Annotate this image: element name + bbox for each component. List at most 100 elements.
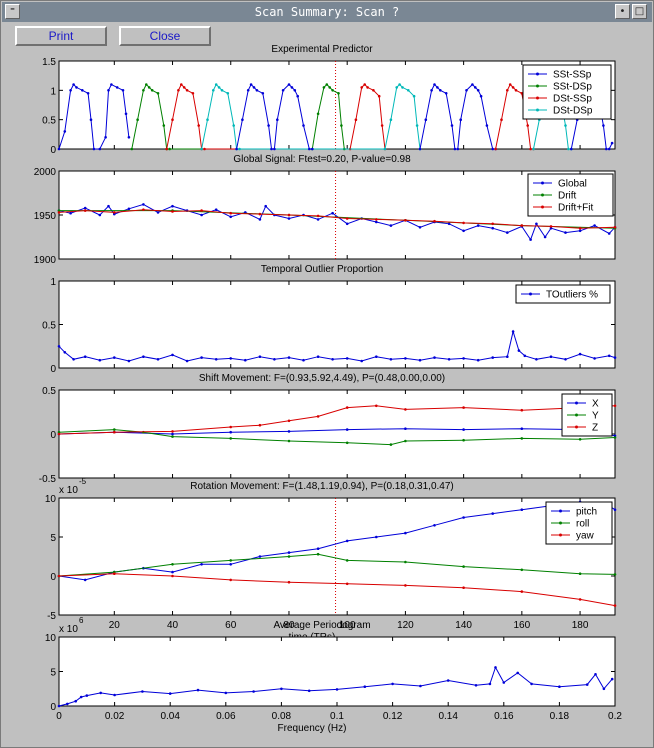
data-point bbox=[375, 218, 378, 221]
data-point bbox=[287, 439, 291, 443]
data-point bbox=[389, 118, 393, 121]
data-point bbox=[229, 211, 232, 215]
data-point bbox=[474, 86, 477, 89]
data-point bbox=[110, 83, 113, 86]
data-point bbox=[63, 130, 67, 133]
plot-area bbox=[58, 60, 616, 150]
data-point bbox=[430, 89, 433, 92]
legend-marker bbox=[536, 72, 539, 76]
data-point bbox=[75, 86, 78, 89]
legend-entry: DSt-DSp bbox=[553, 106, 593, 117]
data-point bbox=[255, 89, 259, 92]
x-tick-label: 0.14 bbox=[438, 711, 458, 722]
data-point bbox=[506, 231, 509, 234]
data-point bbox=[258, 423, 262, 427]
data-point bbox=[578, 438, 582, 441]
data-point bbox=[200, 356, 203, 359]
plot-area bbox=[58, 636, 616, 707]
minimize-button[interactable]: • bbox=[615, 4, 630, 19]
title-bar[interactable]: - Scan Summary: Scan ? • □ bbox=[2, 2, 652, 22]
y-tick-label: 5 bbox=[50, 533, 56, 544]
data-point bbox=[331, 358, 334, 361]
data-point bbox=[142, 355, 145, 359]
legend-marker bbox=[541, 205, 544, 209]
y-tick-label: 0 bbox=[50, 572, 56, 583]
chart-title: Rotation Movement: F=(1.48,1.19,0.94), P… bbox=[190, 481, 454, 492]
data-point bbox=[229, 563, 232, 566]
data-point bbox=[436, 86, 439, 89]
data-point bbox=[535, 222, 538, 226]
legend-entry: yaw bbox=[576, 531, 595, 542]
data-point bbox=[171, 353, 174, 357]
data-point bbox=[177, 89, 180, 92]
y-tick-label: 1 bbox=[50, 277, 56, 288]
data-point bbox=[287, 430, 291, 433]
data-point bbox=[171, 118, 174, 121]
legend-marker bbox=[541, 193, 544, 197]
data-point bbox=[613, 436, 617, 439]
data-point bbox=[607, 147, 611, 151]
legend-marker bbox=[575, 425, 578, 429]
data-point bbox=[229, 430, 232, 434]
data-point bbox=[316, 112, 320, 116]
close-button[interactable]: Close bbox=[119, 26, 211, 46]
data-point bbox=[404, 531, 407, 535]
data-point bbox=[345, 222, 349, 226]
data-point bbox=[171, 204, 174, 208]
y-tick-label: 0 bbox=[50, 430, 56, 441]
x-tick-label: 0.1 bbox=[330, 711, 344, 722]
window-menu-button[interactable]: - bbox=[5, 2, 20, 19]
data-point bbox=[217, 86, 221, 89]
data-point bbox=[479, 94, 483, 98]
data-point bbox=[433, 356, 436, 359]
shift-chart: Shift Movement: F=(0.93,5.92,4.49), P=(0… bbox=[39, 373, 617, 485]
data-point bbox=[147, 86, 151, 89]
data-point bbox=[462, 438, 465, 442]
data-point bbox=[113, 572, 116, 575]
data-point bbox=[335, 688, 339, 691]
data-point bbox=[372, 89, 375, 92]
data-point bbox=[142, 89, 145, 92]
data-point bbox=[543, 235, 547, 239]
plot-area bbox=[58, 170, 616, 260]
data-point bbox=[389, 224, 393, 227]
y-tick-label: 2000 bbox=[34, 167, 57, 178]
data-point bbox=[171, 563, 174, 566]
data-point bbox=[404, 427, 407, 431]
data-point bbox=[224, 691, 228, 695]
y-tick-label: 1950 bbox=[34, 211, 57, 222]
x-tick-label: 160 bbox=[514, 620, 531, 631]
data-point bbox=[99, 691, 102, 695]
legend-entry: Global bbox=[558, 179, 587, 190]
data-point bbox=[345, 357, 349, 360]
data-point bbox=[523, 354, 527, 358]
data-point bbox=[127, 207, 131, 211]
data-point bbox=[613, 573, 617, 576]
data-point bbox=[316, 355, 320, 359]
y-tick-label: 0 bbox=[50, 145, 56, 156]
axis-exponent-label: x 10 bbox=[59, 624, 78, 635]
data-point bbox=[520, 224, 524, 227]
data-point bbox=[72, 358, 75, 361]
print-button[interactable]: Print bbox=[15, 26, 107, 46]
data-point bbox=[491, 226, 495, 230]
data-point bbox=[360, 359, 364, 363]
data-point bbox=[500, 118, 503, 121]
data-point bbox=[322, 86, 326, 89]
chart-title: Temporal Outlier Proportion bbox=[261, 264, 383, 275]
data-point bbox=[607, 354, 611, 358]
legend-entry: DSt-SSp bbox=[553, 94, 592, 105]
data-point bbox=[459, 118, 463, 121]
data-point bbox=[514, 89, 518, 92]
data-point bbox=[462, 586, 465, 589]
data-point bbox=[526, 124, 529, 127]
data-point bbox=[287, 419, 291, 423]
maximize-button[interactable]: □ bbox=[632, 4, 647, 19]
x-tick-label: 140 bbox=[455, 620, 472, 631]
legend-marker bbox=[536, 84, 539, 88]
data-point bbox=[316, 218, 320, 221]
y-tick-label: 0 bbox=[50, 364, 56, 375]
data-point bbox=[520, 427, 524, 431]
data-point bbox=[511, 86, 515, 89]
y-tick-label: -0.5 bbox=[39, 474, 57, 485]
